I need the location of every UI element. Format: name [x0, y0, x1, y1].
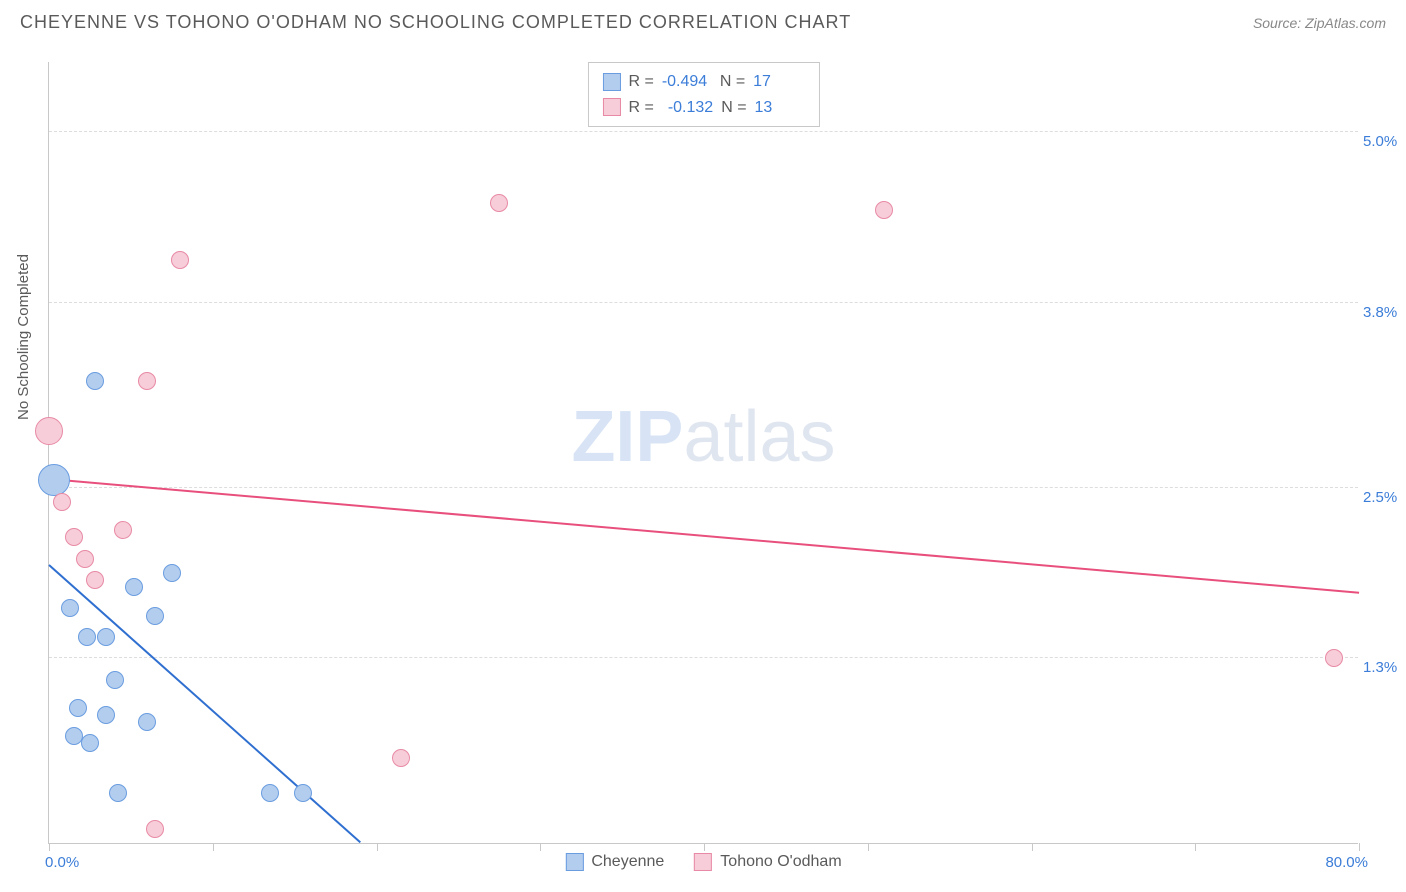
data-point [294, 784, 312, 802]
stat-r-value: -0.132 [662, 95, 713, 121]
legend-item-cheyenne: Cheyenne [565, 853, 664, 871]
watermark-bold: ZIP [571, 397, 683, 477]
y-tick-label: 2.5% [1363, 489, 1406, 506]
data-point [86, 372, 104, 390]
y-axis-label: No Schooling Completed [15, 254, 32, 420]
trend-line [48, 564, 360, 843]
y-tick-label: 1.3% [1363, 659, 1406, 676]
swatch-icon [602, 73, 620, 91]
legend-label: Cheyenne [591, 853, 664, 871]
data-point [138, 713, 156, 731]
x-tick [49, 843, 50, 851]
x-tick [213, 843, 214, 851]
x-tick [704, 843, 705, 851]
data-point [392, 749, 410, 767]
data-point [35, 417, 63, 445]
swatch-icon [565, 853, 583, 871]
stats-row-tohono: R = -0.132 N = 13 [602, 95, 804, 121]
chart-title: CHEYENNE VS TOHONO O'ODHAM NO SCHOOLING … [20, 12, 851, 33]
data-point [65, 727, 83, 745]
watermark: ZIPatlas [571, 396, 835, 478]
stat-n-value: 17 [753, 69, 803, 95]
data-point [65, 528, 83, 546]
x-max-label: 80.0% [1325, 854, 1368, 871]
data-point [97, 628, 115, 646]
swatch-icon [694, 853, 712, 871]
data-point [61, 599, 79, 617]
data-point [38, 464, 70, 496]
x-tick [540, 843, 541, 851]
stat-r-label: R = [628, 69, 653, 95]
x-tick [377, 843, 378, 851]
stat-n-label: N = [720, 69, 745, 95]
data-point [171, 251, 189, 269]
stat-r-value: -0.494 [662, 69, 712, 95]
data-point [81, 734, 99, 752]
gridline [49, 487, 1358, 488]
x-tick [1359, 843, 1360, 851]
watermark-light: atlas [683, 397, 835, 477]
stat-r-label: R = [628, 95, 653, 121]
y-tick-label: 5.0% [1363, 133, 1406, 150]
data-point [261, 784, 279, 802]
data-point [86, 571, 104, 589]
data-point [146, 820, 164, 838]
source-label: Source: ZipAtlas.com [1253, 15, 1386, 31]
gridline [49, 131, 1358, 132]
legend-label: Tohono O'odham [720, 853, 841, 871]
stats-row-cheyenne: R = -0.494 N = 17 [602, 69, 804, 95]
series-legend: Cheyenne Tohono O'odham [565, 853, 841, 871]
data-point [875, 201, 893, 219]
data-point [163, 564, 181, 582]
stats-legend-box: R = -0.494 N = 17 R = -0.132 N = 13 [587, 62, 819, 127]
x-tick [1195, 843, 1196, 851]
x-min-label: 0.0% [45, 854, 79, 871]
data-point [97, 706, 115, 724]
data-point [69, 699, 87, 717]
stat-n-value: 13 [755, 95, 805, 121]
trend-line [49, 478, 1359, 594]
chart-plot-area: ZIPatlas 1.3%2.5%3.8%5.0% R = -0.494 N =… [48, 62, 1358, 844]
x-tick [1032, 843, 1033, 851]
gridline [49, 302, 1358, 303]
data-point [1325, 649, 1343, 667]
data-point [78, 628, 96, 646]
data-point [490, 194, 508, 212]
data-point [53, 493, 71, 511]
gridline [49, 657, 1358, 658]
data-point [76, 550, 94, 568]
data-point [125, 578, 143, 596]
data-point [114, 521, 132, 539]
swatch-icon [602, 98, 620, 116]
data-point [146, 607, 164, 625]
data-point [109, 784, 127, 802]
data-point [106, 671, 124, 689]
x-tick [868, 843, 869, 851]
legend-item-tohono: Tohono O'odham [694, 853, 841, 871]
y-tick-label: 3.8% [1363, 304, 1406, 321]
stat-n-label: N = [721, 95, 746, 121]
data-point [138, 372, 156, 390]
